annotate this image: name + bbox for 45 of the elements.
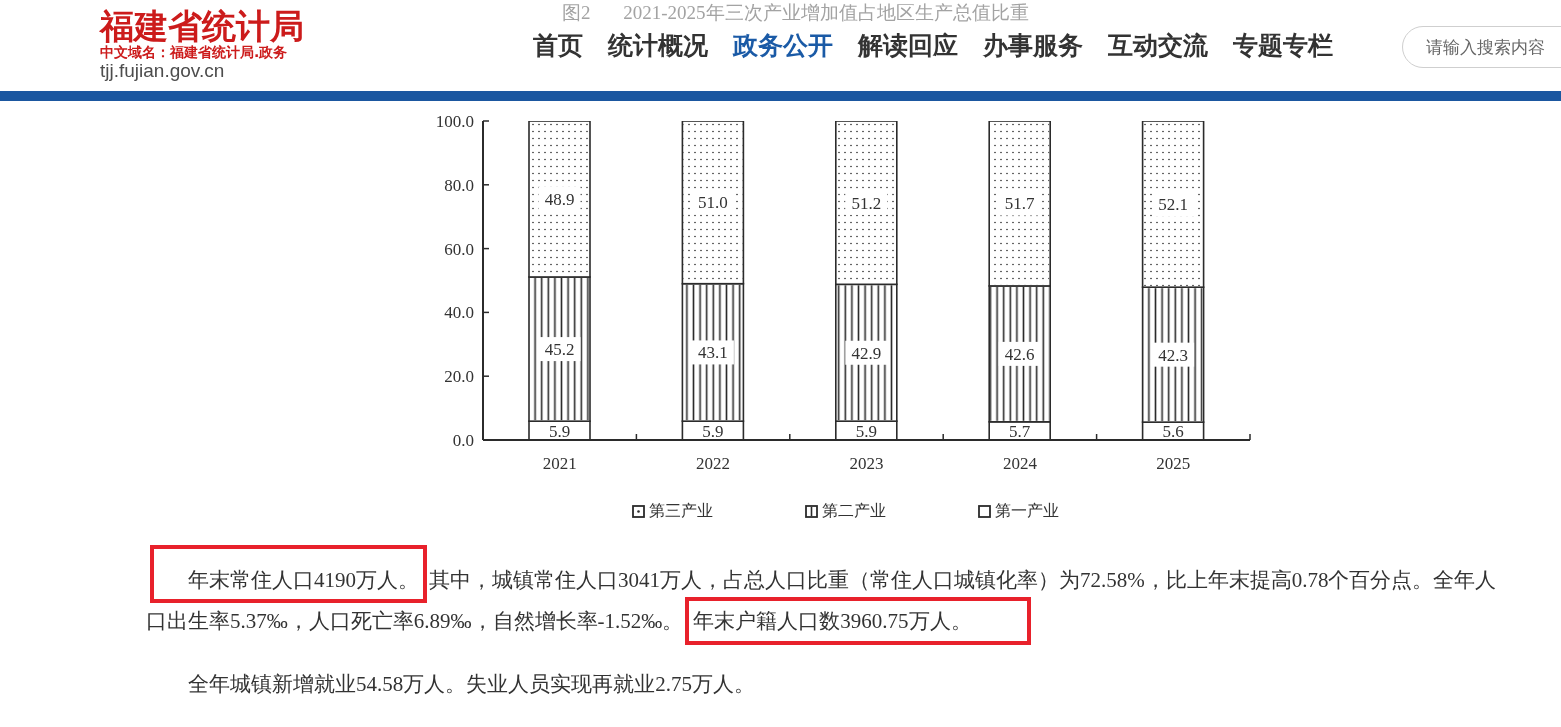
y-tick-label: 100.0	[435, 111, 474, 131]
text: 中文域名：福建省统计局.政务	[100, 44, 288, 60]
data-label: 43.1	[698, 343, 728, 363]
data-label: 51.2	[851, 193, 882, 213]
text: 统计概况	[608, 31, 708, 60]
data-label: 5.9	[855, 421, 877, 441]
data-label: 42.9	[851, 343, 882, 363]
legend-label: 第二产业	[821, 502, 886, 519]
chart-title: 图2 2021-2025年三次产业增加值占地区生产总值比重	[562, 2, 1029, 23]
text: 解读回应	[858, 31, 958, 60]
data-label: 52.1	[1158, 195, 1188, 215]
y-tick-label: 20.0	[444, 367, 474, 387]
data-label: 45.2	[544, 340, 575, 360]
y-tick-label: 60.0	[444, 239, 474, 259]
data-label: 5.9	[702, 421, 724, 441]
x-tick-label: 2024	[1002, 453, 1038, 473]
x-tick-label: 2023	[849, 453, 884, 473]
text: tjj.fujian.gov.cn	[100, 60, 225, 81]
text: 全年城镇新增就业54.58万人。失业人员实现再就业2.75万人。	[188, 672, 755, 696]
data-label: 5.7	[1009, 421, 1031, 441]
y-tick-label: 0.0	[452, 430, 474, 450]
legend-label: 第一产业	[994, 502, 1059, 519]
data-label: 5.6	[1162, 422, 1184, 442]
data-label: 5.9	[548, 421, 571, 441]
data-label: 42.6	[1004, 344, 1035, 364]
text: 其中，城镇常住人口3041万人，占总人口比重（常住人口城镇化率）为72.58%，比上年末提高0.78个百分点。全年人	[429, 568, 1497, 592]
text: 专题专栏	[1233, 31, 1333, 60]
x-tick-label: 2022	[696, 453, 731, 473]
text: 年末户籍人口数3960.75万人。	[693, 609, 972, 633]
text: 政务公开	[733, 31, 833, 60]
data-label: 51.0	[698, 193, 728, 213]
y-tick-label: 40.0	[444, 303, 474, 323]
x-tick-label: 2025	[1156, 453, 1191, 473]
x-tick-label: 2021	[542, 453, 577, 473]
text: 口出生率5.37‰，人口死亡率6.89‰，自然增长率-1.52‰。	[146, 609, 684, 633]
data-label: 51.7	[1004, 194, 1036, 214]
text: 年末常住人口4190万人。	[188, 568, 419, 592]
text: 首页	[533, 31, 583, 60]
text: 办事服务	[983, 31, 1083, 60]
text: 福建省统计局	[100, 6, 304, 46]
data-label: 48.9	[544, 189, 575, 209]
data-label: 42.3	[1158, 345, 1188, 365]
text: 互动交流	[1108, 31, 1208, 60]
y-tick-label: 80.0	[444, 175, 474, 195]
legend-label: 第三产业	[648, 502, 713, 519]
